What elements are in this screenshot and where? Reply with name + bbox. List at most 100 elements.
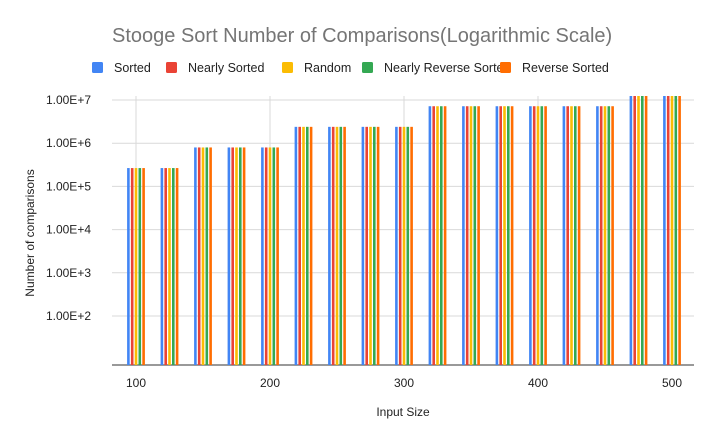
x-axis-ticks: 100 200 300 400 500: [126, 376, 682, 390]
bar-nearly-sorted-175: [231, 147, 234, 365]
bar-random-475: [637, 96, 640, 365]
chart-title: Stooge Sort Number of Comparisons(Logari…: [112, 25, 612, 47]
bar-reverse-sorted-475: [644, 96, 648, 365]
bar-random-375: [503, 106, 506, 366]
bar-nearly-sorted-250: [331, 126, 335, 365]
bar-reverse-sorted-275: [376, 126, 380, 365]
bar-sorted-375: [495, 106, 499, 366]
bar-random-425: [570, 106, 573, 366]
bar-nearly-reverse-sorted-375: [507, 106, 510, 366]
bar-random-450: [603, 106, 607, 366]
bar-nearly-sorted-125: [164, 168, 167, 365]
bar-reverse-sorted-425: [577, 106, 581, 366]
y-axis-ticks: 1.00E+2 1.00E+3 1.00E+4 1.00E+5 1.00E+6 1.00E…: [46, 93, 91, 323]
bar-sorted-225: [294, 126, 298, 365]
bar-nearly-reverse-sorted-125: [172, 168, 175, 365]
bar-sorted-250: [328, 126, 331, 365]
bar-reverse-sorted-375: [510, 106, 514, 366]
bar-reverse-sorted-300: [410, 126, 413, 365]
x-axis-title: Input Size: [376, 405, 430, 419]
bar-random-175: [235, 147, 238, 365]
bar-random-125: [168, 168, 171, 365]
bar-reverse-sorted-225: [309, 126, 313, 365]
legend-label: Nearly Sorted: [188, 61, 264, 75]
bar-sorted-100: [127, 168, 130, 365]
bar-nearly-reverse-sorted-400: [540, 106, 544, 366]
bar-nearly-sorted-375: [499, 106, 502, 366]
bar-nearly-reverse-sorted-100: [138, 168, 142, 365]
legend-swatch: [500, 62, 511, 73]
bar-reverse-sorted-125: [175, 168, 179, 365]
legend-label: Reverse Sorted: [522, 61, 609, 75]
bar-sorted-125: [160, 168, 164, 365]
legend-label: Sorted: [114, 61, 151, 75]
bar-reverse-sorted-175: [242, 147, 246, 365]
bar-reverse-sorted-350: [477, 106, 480, 366]
bar-random-325: [436, 106, 439, 366]
bar-sorted-150: [194, 147, 197, 365]
bar-nearly-sorted-225: [298, 126, 301, 365]
bar-nearly-reverse-sorted-150: [205, 147, 209, 365]
bar-random-200: [268, 147, 272, 365]
bar-reverse-sorted-150: [209, 147, 212, 365]
legend-label: Nearly Reverse Sorted: [384, 61, 510, 75]
bar-nearly-sorted-150: [197, 147, 201, 365]
x-tick-label: 400: [528, 376, 548, 390]
bar-sorted-200: [261, 147, 264, 365]
bar-sorted-275: [361, 126, 365, 365]
bar-sorted-350: [462, 106, 465, 366]
bar-nearly-reverse-sorted-175: [239, 147, 242, 365]
legend-swatch: [362, 62, 373, 73]
bar-reverse-sorted-450: [611, 106, 614, 366]
bars: [127, 96, 681, 366]
bar-nearly-sorted-425: [566, 106, 569, 366]
bar-nearly-sorted-100: [130, 168, 134, 365]
bar-random-500: [670, 96, 674, 365]
bar-sorted-450: [596, 106, 599, 366]
bar-nearly-sorted-500: [666, 96, 670, 365]
bar-nearly-sorted-450: [599, 106, 603, 366]
bar-reverse-sorted-100: [142, 168, 145, 365]
bar-nearly-reverse-sorted-275: [373, 126, 376, 365]
bar-sorted-175: [227, 147, 231, 365]
y-axis-title: Number of comparisons: [23, 169, 37, 296]
legend-swatch: [282, 62, 293, 73]
bar-nearly-sorted-325: [432, 106, 435, 366]
x-tick-label: 100: [126, 376, 146, 390]
bar-random-250: [335, 126, 339, 365]
bar-nearly-sorted-350: [465, 106, 469, 366]
bar-nearly-reverse-sorted-200: [272, 147, 276, 365]
bar-reverse-sorted-325: [443, 106, 447, 366]
bar-nearly-reverse-sorted-250: [339, 126, 343, 365]
bar-nearly-sorted-200: [264, 147, 268, 365]
bar-nearly-sorted-275: [365, 126, 368, 365]
y-tick-label: 1.00E+6: [46, 136, 91, 150]
bar-random-150: [201, 147, 205, 365]
y-tick-label: 1.00E+2: [46, 309, 91, 323]
bar-nearly-sorted-400: [532, 106, 536, 366]
bar-nearly-reverse-sorted-300: [406, 126, 410, 365]
bar-random-225: [302, 126, 305, 365]
bar-sorted-475: [629, 96, 633, 365]
y-tick-label: 1.00E+5: [46, 179, 91, 193]
bar-random-300: [402, 126, 406, 365]
legend-label: Random: [304, 61, 351, 75]
x-tick-label: 300: [394, 376, 414, 390]
bar-nearly-reverse-sorted-475: [641, 96, 644, 365]
bar-sorted-300: [395, 126, 398, 365]
bar-reverse-sorted-500: [678, 96, 681, 365]
x-tick-label: 200: [260, 376, 280, 390]
bar-reverse-sorted-400: [544, 106, 547, 366]
legend-swatch: [92, 62, 103, 73]
legend-swatch: [166, 62, 177, 73]
bar-random-350: [469, 106, 473, 366]
y-tick-label: 1.00E+3: [46, 266, 91, 280]
y-tick-label: 1.00E+4: [46, 223, 91, 237]
x-tick-label: 500: [662, 376, 682, 390]
bar-sorted-400: [529, 106, 532, 366]
bar-nearly-reverse-sorted-325: [440, 106, 443, 366]
bar-nearly-reverse-sorted-450: [607, 106, 611, 366]
bar-random-100: [134, 168, 138, 365]
